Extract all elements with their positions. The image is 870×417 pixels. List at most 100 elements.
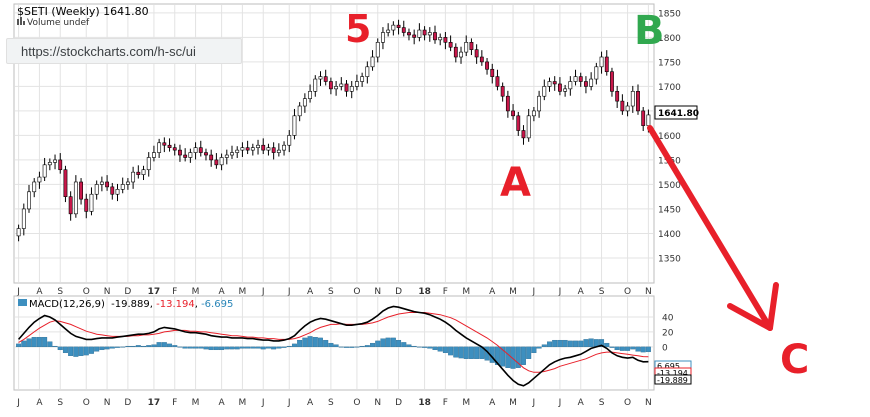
wave-a-label: A: [500, 160, 531, 206]
price-x-tick-label: S: [57, 287, 63, 297]
macd-histogram-bar: [260, 346, 266, 350]
macd-x-tick-label: 17: [148, 398, 161, 408]
candle-body: [370, 56, 375, 68]
macd-histogram-bar: [255, 346, 261, 349]
macd-histogram-bar: [88, 346, 94, 354]
macd-histogram-bar: [177, 346, 183, 348]
macd-histogram-bar: [328, 342, 334, 348]
macd-x-tick-label: A: [489, 398, 496, 408]
macd-histogram-bar: [245, 346, 251, 349]
candle-body: [131, 171, 136, 183]
candle-body: [552, 81, 557, 85]
price-x-tick-label: S: [599, 287, 605, 297]
macd-histogram-bar: [31, 336, 37, 348]
macd-histogram-bar: [229, 346, 235, 350]
price-x-tick-label: J: [558, 287, 562, 297]
macd-histogram-bar: [250, 346, 256, 349]
price-tick-label: 1600: [658, 132, 681, 142]
price-x-tick-label: O: [83, 287, 90, 297]
candle-body: [157, 142, 162, 153]
macd-histogram-bar: [520, 346, 526, 365]
candle-body: [589, 78, 594, 87]
macd-histogram-bar: [344, 346, 350, 348]
macd-legend-swatch: [18, 299, 27, 306]
macd-histogram-bar: [552, 339, 558, 348]
macd-histogram-bar: [614, 346, 620, 351]
candle-body: [178, 149, 182, 156]
candle-body: [328, 81, 333, 90]
macd-histogram-bar: [380, 338, 386, 348]
candle-body: [110, 186, 115, 195]
macd-histogram-bar: [401, 342, 407, 348]
macd-histogram-bar: [599, 339, 605, 348]
macd-histogram-bar: [604, 342, 610, 348]
candle-body: [479, 56, 484, 63]
price-x-tick-label: S: [328, 287, 334, 297]
candle-body: [224, 154, 229, 158]
macd-x-tick-label: N: [374, 398, 381, 408]
candle-body: [204, 152, 208, 156]
candle-body: [105, 181, 109, 188]
price-tick-label: 1750: [658, 58, 681, 68]
wave-c-label: C: [780, 337, 809, 383]
macd-tick-label: 20: [662, 328, 674, 338]
macd-histogram-bar: [432, 346, 438, 351]
candle-body: [412, 34, 417, 38]
candle-body: [630, 91, 635, 107]
url-text: https://stockcharts.com/h-sc/ui: [21, 44, 196, 59]
url-bar[interactable]: https://stockcharts.com/h-sc/ui: [6, 38, 242, 64]
macd-title-hist: -6.695: [201, 299, 233, 310]
macd-histogram-bar: [219, 346, 225, 351]
price-x-tick-label: O: [353, 287, 360, 297]
macd-x-tick-label: S: [328, 398, 334, 408]
macd-histogram-bar: [83, 346, 89, 356]
candle-body: [84, 198, 89, 212]
candle-body: [381, 32, 385, 43]
candle-body: [297, 105, 302, 117]
candle-body: [360, 76, 365, 82]
macd-histogram-bar: [567, 340, 573, 348]
macd-histogram-bar: [640, 346, 646, 353]
candle-body: [27, 191, 31, 210]
macd-histogram-bar: [297, 339, 303, 348]
macd-histogram-bar: [187, 346, 193, 349]
macd-histogram-bar: [375, 340, 381, 348]
macd-histogram-bar: [109, 346, 115, 349]
macd-histogram-bar: [135, 345, 141, 348]
candle-body: [594, 66, 599, 80]
last-price-label: 1641.80: [658, 109, 699, 119]
macd-x-tick-label: S: [599, 398, 605, 408]
price-x-tick-label: M: [239, 287, 247, 297]
candle-body: [271, 147, 276, 153]
macd-histogram-bar: [494, 346, 500, 365]
macd-histogram-bar: [515, 346, 521, 368]
macd-histogram-bar: [167, 343, 173, 348]
macd-histogram-bar: [271, 346, 277, 350]
candle-body: [568, 81, 573, 90]
macd-histogram-bar: [307, 336, 313, 348]
macd-histogram-bar: [26, 338, 32, 348]
candle-body: [495, 76, 500, 87]
macd-histogram-bar: [370, 342, 376, 348]
candle-body: [230, 152, 234, 156]
macd-histogram-bar: [21, 340, 27, 348]
macd-x-tick-label: F: [443, 398, 448, 408]
macd-histogram-bar: [416, 346, 422, 348]
candle-body: [193, 147, 198, 153]
price-x-tick-label: 18: [418, 287, 431, 297]
price-x-tick-label: A: [219, 287, 226, 297]
candlesticks: [16, 19, 651, 242]
macd-x-tick-label: J: [261, 398, 265, 408]
macd-histogram-bar: [526, 346, 532, 359]
candle-body: [547, 81, 552, 87]
candle-body: [53, 159, 57, 163]
price-x-tick-label: N: [104, 287, 111, 297]
candle-body: [63, 169, 68, 197]
macd-x-tick-label: A: [36, 398, 43, 408]
candle-body: [516, 115, 521, 131]
macd-histogram-bar: [411, 345, 417, 348]
macd-histogram-bar: [573, 340, 579, 348]
macd-histogram-bar: [276, 346, 282, 349]
candle-body: [464, 42, 469, 53]
candle-body: [526, 115, 531, 139]
